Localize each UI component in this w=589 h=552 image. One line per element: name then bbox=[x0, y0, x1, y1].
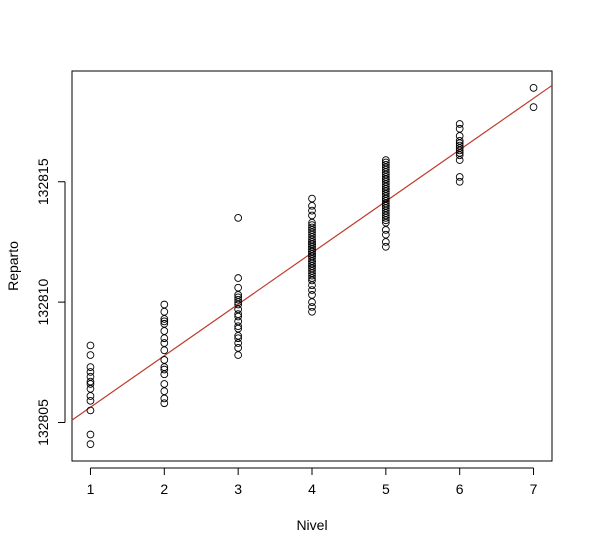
data-point bbox=[308, 274, 316, 282]
data-point bbox=[160, 394, 169, 403]
data-point bbox=[160, 370, 169, 379]
data-point bbox=[381, 194, 390, 203]
data-point bbox=[455, 173, 464, 181]
plot-frame bbox=[71, 70, 553, 462]
data-point bbox=[160, 387, 169, 396]
x-tick-label: 3 bbox=[234, 481, 242, 497]
data-point bbox=[86, 406, 95, 415]
data-point bbox=[234, 334, 243, 343]
data-point bbox=[308, 307, 316, 316]
y-axis-title: Reparto bbox=[5, 241, 21, 291]
data-point bbox=[381, 238, 390, 246]
data-point bbox=[455, 149, 464, 157]
data-point bbox=[86, 396, 95, 405]
data-point bbox=[308, 245, 316, 253]
data-point bbox=[381, 216, 390, 225]
data-point bbox=[160, 334, 169, 343]
data-point bbox=[234, 214, 243, 222]
data-point bbox=[308, 211, 316, 220]
data-point bbox=[381, 175, 390, 184]
data-point bbox=[308, 206, 316, 215]
data-point bbox=[234, 283, 243, 292]
data-point bbox=[308, 303, 316, 311]
y-tick-label: 132815 bbox=[35, 158, 51, 205]
data-point bbox=[86, 440, 95, 448]
data-point bbox=[86, 384, 95, 393]
data-point bbox=[160, 380, 169, 388]
data-point bbox=[455, 120, 464, 128]
data-point bbox=[308, 286, 316, 294]
data-point bbox=[86, 430, 95, 439]
data-point bbox=[86, 363, 95, 371]
data-point bbox=[160, 317, 169, 326]
data-point bbox=[234, 344, 243, 352]
data-point bbox=[455, 177, 464, 186]
data-point bbox=[160, 356, 169, 364]
data-point bbox=[455, 139, 464, 148]
data-point bbox=[160, 399, 169, 408]
data-point bbox=[160, 346, 169, 355]
data-point bbox=[86, 341, 95, 350]
data-point bbox=[308, 298, 316, 306]
data-point bbox=[381, 211, 390, 220]
data-point bbox=[86, 351, 95, 359]
data-point bbox=[455, 144, 464, 152]
data-point bbox=[160, 339, 169, 347]
data-point bbox=[160, 365, 169, 374]
data-point bbox=[381, 242, 390, 251]
data-point bbox=[529, 103, 538, 111]
x-tick-label: 1 bbox=[87, 481, 95, 497]
y-tick-label: 132810 bbox=[35, 279, 51, 326]
data-point bbox=[308, 240, 316, 249]
data-points bbox=[86, 84, 538, 448]
data-point bbox=[308, 257, 316, 266]
data-point bbox=[234, 312, 243, 321]
data-point bbox=[234, 322, 243, 331]
y-axis: 132805 132810 132815 bbox=[35, 158, 66, 446]
data-point bbox=[381, 197, 390, 205]
data-point bbox=[160, 315, 169, 323]
y-tick-label: 132805 bbox=[35, 399, 51, 446]
data-point bbox=[234, 339, 243, 347]
data-point bbox=[308, 201, 316, 210]
data-point bbox=[234, 293, 243, 302]
data-point bbox=[234, 298, 243, 306]
data-point bbox=[455, 124, 464, 133]
data-point bbox=[86, 377, 95, 386]
data-point bbox=[234, 351, 243, 359]
data-point bbox=[234, 274, 243, 282]
data-point bbox=[234, 310, 243, 318]
data-point bbox=[381, 226, 390, 234]
data-point bbox=[381, 163, 390, 172]
data-point bbox=[86, 392, 95, 400]
data-point bbox=[308, 262, 316, 270]
x-tick-label: 5 bbox=[382, 481, 390, 497]
x-tick-label: 2 bbox=[160, 481, 168, 497]
x-tick-label: 6 bbox=[456, 481, 464, 497]
data-point bbox=[381, 185, 390, 193]
data-point bbox=[308, 194, 316, 203]
data-point bbox=[86, 368, 95, 376]
data-point bbox=[160, 307, 169, 316]
data-point bbox=[381, 206, 390, 215]
data-point bbox=[160, 300, 169, 309]
data-point bbox=[86, 380, 95, 388]
data-point bbox=[381, 230, 390, 239]
data-point bbox=[160, 327, 169, 335]
data-point bbox=[308, 291, 316, 299]
x-axis: 1 2 3 4 5 6 7 bbox=[87, 467, 538, 497]
x-tick-label: 7 bbox=[530, 481, 538, 497]
x-axis-title: Nivel bbox=[296, 517, 327, 533]
data-point bbox=[308, 226, 316, 234]
data-point bbox=[529, 84, 538, 92]
data-point bbox=[381, 173, 390, 181]
data-point bbox=[455, 156, 464, 164]
data-point bbox=[381, 158, 390, 167]
data-point bbox=[308, 242, 316, 251]
data-point bbox=[308, 221, 316, 229]
x-tick-label: 4 bbox=[308, 481, 316, 497]
data-point bbox=[234, 295, 243, 304]
